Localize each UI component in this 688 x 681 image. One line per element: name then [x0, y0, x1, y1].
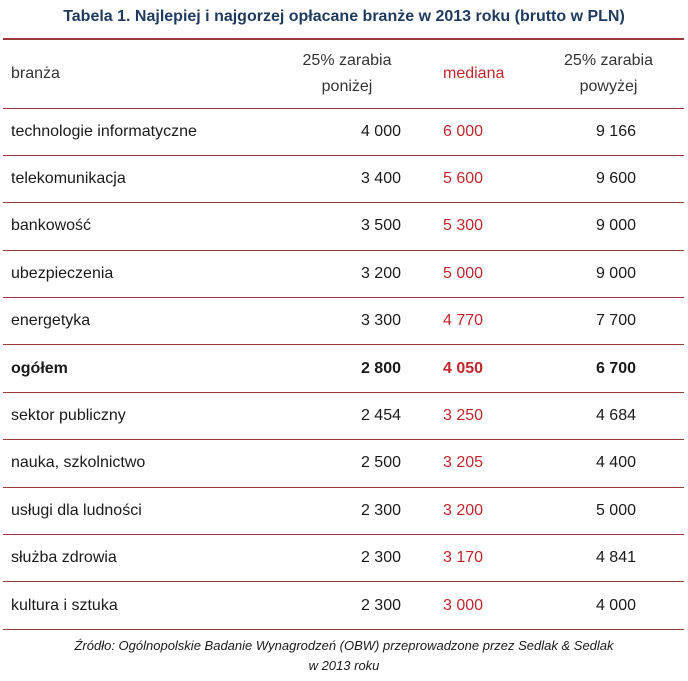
table-row: bankowość 3 500 5 300 9 000 [3, 202, 684, 251]
cell-median: 3 250 [401, 392, 533, 441]
cell-p75: 4 841 [533, 534, 684, 583]
cell-p25: 4 000 [293, 108, 401, 156]
cell-p25: 2 800 [293, 344, 401, 393]
cell-branza: ogółem [3, 344, 293, 393]
source-line-1: Źródło: Ogólnopolskie Badanie Wynagrodze… [74, 638, 614, 653]
cell-p75: 4 000 [533, 581, 684, 630]
cell-p75: 9 166 [533, 108, 684, 156]
header-p25: 25% zarabia poniżej [293, 38, 401, 109]
cell-branza: usługi dla ludności [3, 487, 293, 536]
table-row: kultura i sztuka 2 300 3 000 4 000 [3, 581, 684, 630]
cell-p25: 3 500 [293, 202, 401, 251]
cell-branza: telekomunikacja [3, 155, 293, 204]
cell-branza: energetyka [3, 297, 293, 346]
cell-p75: 9 000 [533, 250, 684, 299]
header-branza: branża [3, 38, 293, 109]
table-row: służba zdrowia 2 300 3 170 4 841 [3, 534, 684, 583]
cell-median: 5 600 [401, 155, 533, 204]
cell-p25: 3 400 [293, 155, 401, 204]
cell-branza: ubezpieczenia [3, 250, 293, 299]
table-row-total: ogółem 2 800 4 050 6 700 [3, 344, 684, 393]
header-p25-line2: poniżej [321, 77, 373, 95]
cell-p75: 4 684 [533, 392, 684, 441]
cell-median: 3 170 [401, 534, 533, 583]
salary-table: branża 25% zarabia poniżej mediana 25% z… [3, 38, 684, 630]
cell-p75: 4 400 [533, 439, 684, 488]
cell-p25: 3 300 [293, 297, 401, 346]
source-note: Źródło: Ogólnopolskie Badanie Wynagrodze… [0, 636, 688, 676]
cell-median: 4 770 [401, 297, 533, 346]
cell-median: 5 300 [401, 202, 533, 251]
cell-p25: 2 454 [293, 392, 401, 441]
table-row: nauka, szkolnictwo 2 500 3 205 4 400 [3, 439, 684, 488]
cell-median: 3 200 [401, 487, 533, 536]
cell-p75: 5 000 [533, 487, 684, 536]
table-row: usługi dla ludności 2 300 3 200 5 000 [3, 487, 684, 536]
cell-branza: technologie informatyczne [3, 108, 293, 156]
cell-median: 5 000 [401, 250, 533, 299]
cell-p75: 7 700 [533, 297, 684, 346]
cell-p75: 9 000 [533, 202, 684, 251]
cell-branza: nauka, szkolnictwo [3, 439, 293, 488]
cell-branza: służba zdrowia [3, 534, 293, 583]
cell-p75: 6 700 [533, 344, 684, 393]
cell-branza: sektor publiczny [3, 392, 293, 441]
cell-median: 3 205 [401, 439, 533, 488]
table-row: sektor publiczny 2 454 3 250 4 684 [3, 392, 684, 441]
table-row: energetyka 3 300 4 770 7 700 [3, 297, 684, 346]
cell-p25: 3 200 [293, 250, 401, 299]
header-p25-line1: 25% zarabia [302, 51, 392, 69]
header-median: mediana [401, 38, 533, 109]
header-p75-line2: powyżej [579, 77, 638, 95]
header-p75-line1: 25% zarabia [564, 51, 653, 69]
table-header-row: branża 25% zarabia poniżej mediana 25% z… [3, 38, 684, 109]
cell-branza: bankowość [3, 202, 293, 251]
table-row: telekomunikacja 3 400 5 600 9 600 [3, 155, 684, 204]
cell-median: 6 000 [401, 108, 533, 156]
cell-median: 4 050 [401, 344, 533, 393]
cell-p75: 9 600 [533, 155, 684, 204]
table-row: technologie informatyczne 4 000 6 000 9 … [3, 108, 684, 156]
cell-p25: 2 300 [293, 487, 401, 536]
cell-median: 3 000 [401, 581, 533, 630]
table-row: ubezpieczenia 3 200 5 000 9 000 [3, 250, 684, 299]
cell-branza: kultura i sztuka [3, 581, 293, 630]
table-title: Tabela 1. Najlepiej i najgorzej opłacane… [63, 8, 625, 25]
source-line-2: w 2013 roku [308, 658, 380, 673]
header-p75: 25% zarabia powyżej [533, 38, 684, 109]
cell-p25: 2 300 [293, 534, 401, 583]
cell-p25: 2 300 [293, 581, 401, 630]
cell-p25: 2 500 [293, 439, 401, 488]
